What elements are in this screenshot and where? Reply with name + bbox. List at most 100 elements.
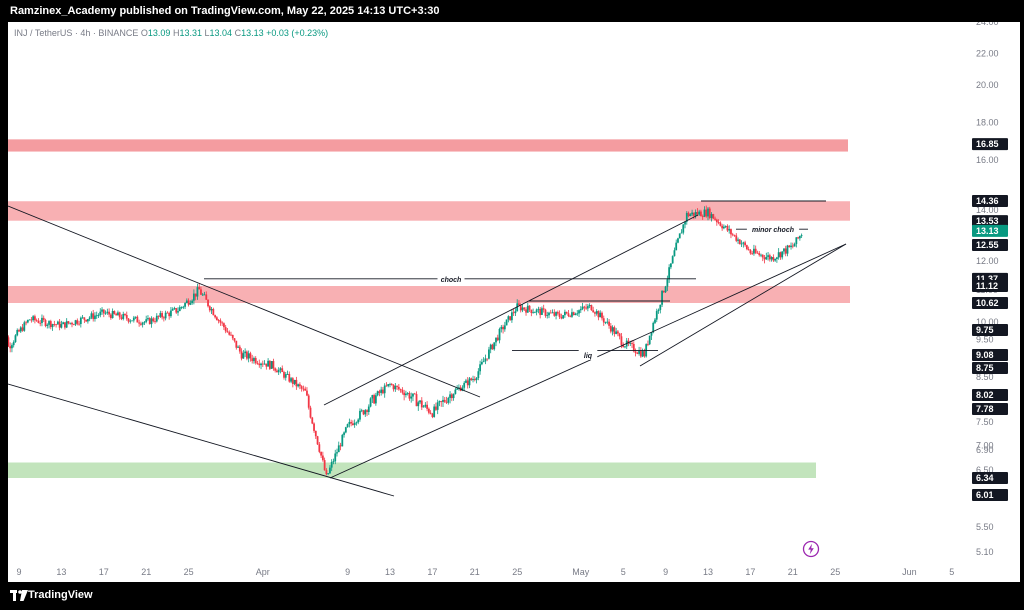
candle-body [166, 312, 169, 314]
candle-body [348, 421, 351, 425]
candle-body [385, 385, 388, 387]
candle-body [735, 235, 738, 241]
candle-body [569, 315, 572, 317]
y-tick-label: 20.00 [976, 80, 999, 90]
candle-body [622, 345, 625, 348]
candle-body [733, 234, 736, 236]
candle-body [549, 312, 552, 314]
zone-support [8, 462, 816, 478]
candle-body [295, 379, 298, 387]
candle-body [682, 224, 685, 233]
candle-body [502, 326, 504, 330]
candle-body [470, 378, 473, 381]
candle-body [606, 321, 609, 323]
annotation-bg [437, 273, 465, 284]
candle-body [369, 398, 372, 407]
candle-body [512, 312, 515, 314]
candle-body [228, 332, 231, 335]
chart-area[interactable]: 24.0022.0020.0018.0016.0014.0012.0011.00… [8, 22, 1020, 582]
candle-body [51, 324, 54, 328]
candle-body [749, 250, 752, 254]
candle-body [558, 313, 561, 318]
candle-body [493, 342, 496, 350]
candle-body [48, 321, 50, 325]
candle-body [37, 320, 40, 323]
candle-body [238, 346, 241, 352]
candlestick-chart[interactable]: 24.0022.0020.0018.0016.0014.0012.0011.00… [8, 22, 1020, 582]
candle-body [705, 209, 708, 217]
candle-body [472, 379, 474, 381]
candle-body [230, 334, 232, 336]
candle-body [753, 248, 755, 254]
candle-body [397, 386, 400, 390]
candle-body [744, 242, 746, 246]
price-badge [972, 389, 1008, 401]
candle-body [420, 400, 423, 408]
candle-body [636, 352, 639, 354]
candle-body [537, 308, 540, 310]
candle-body [486, 358, 489, 360]
candle-body [631, 343, 633, 344]
candle-body [675, 242, 678, 251]
candle-body [65, 321, 68, 328]
candle-body [680, 232, 683, 234]
candle-body [567, 313, 570, 316]
candle-body [178, 307, 181, 312]
x-tick-label: 21 [788, 567, 798, 577]
y-tick-label: 7.00 [976, 440, 994, 450]
candle-body [449, 394, 451, 398]
candle-body [756, 252, 759, 254]
candle-body [321, 455, 324, 461]
candle-body [564, 311, 566, 316]
candle-body [572, 312, 575, 316]
flash-icon[interactable] [802, 540, 820, 558]
candle-body [643, 351, 646, 357]
candle-body [316, 436, 319, 445]
candle-body [164, 312, 167, 319]
candle-body [265, 363, 268, 367]
candle-body [509, 316, 512, 321]
candle-body [102, 309, 105, 314]
candle-body [339, 445, 342, 447]
candle-body [327, 473, 330, 475]
candle-body [325, 470, 328, 475]
candle-body [511, 312, 513, 321]
x-tick-label: Jun [902, 567, 917, 577]
candle-body [309, 407, 312, 418]
candle-body [62, 322, 65, 325]
candle-body [42, 317, 45, 320]
candle-body [445, 401, 448, 403]
candle-body [267, 360, 269, 367]
candle-body [429, 412, 432, 414]
candle-body [586, 306, 589, 309]
candle-body [639, 350, 642, 357]
candle-body [650, 332, 653, 336]
zone-resistance [8, 201, 850, 221]
trend-line [8, 383, 395, 497]
candle-body [765, 256, 768, 260]
price-badge-label: 16.85 [976, 139, 999, 149]
candle-body [694, 212, 697, 216]
tradingview-brand: TradingView [28, 589, 93, 601]
candle-body [214, 315, 216, 318]
candle-body [498, 328, 501, 341]
candle-body [611, 327, 614, 332]
candle-body [777, 252, 780, 258]
candle-body [263, 363, 266, 365]
candle-body [387, 384, 390, 387]
candle-body [261, 363, 264, 365]
candle-body [565, 311, 568, 314]
close-value: 13.13 [241, 28, 264, 38]
price-badge [972, 280, 1008, 292]
candle-body [145, 319, 148, 322]
candle-body [562, 315, 565, 319]
candle-body [579, 309, 582, 311]
candle-body [76, 320, 79, 324]
candle-body [237, 346, 239, 348]
candle-body [196, 287, 199, 297]
candle-body [235, 340, 238, 348]
price-badge-label: 13.13 [976, 226, 999, 236]
high-value: 13.31 [179, 28, 202, 38]
candle-body [355, 422, 358, 424]
candle-body [783, 248, 785, 252]
